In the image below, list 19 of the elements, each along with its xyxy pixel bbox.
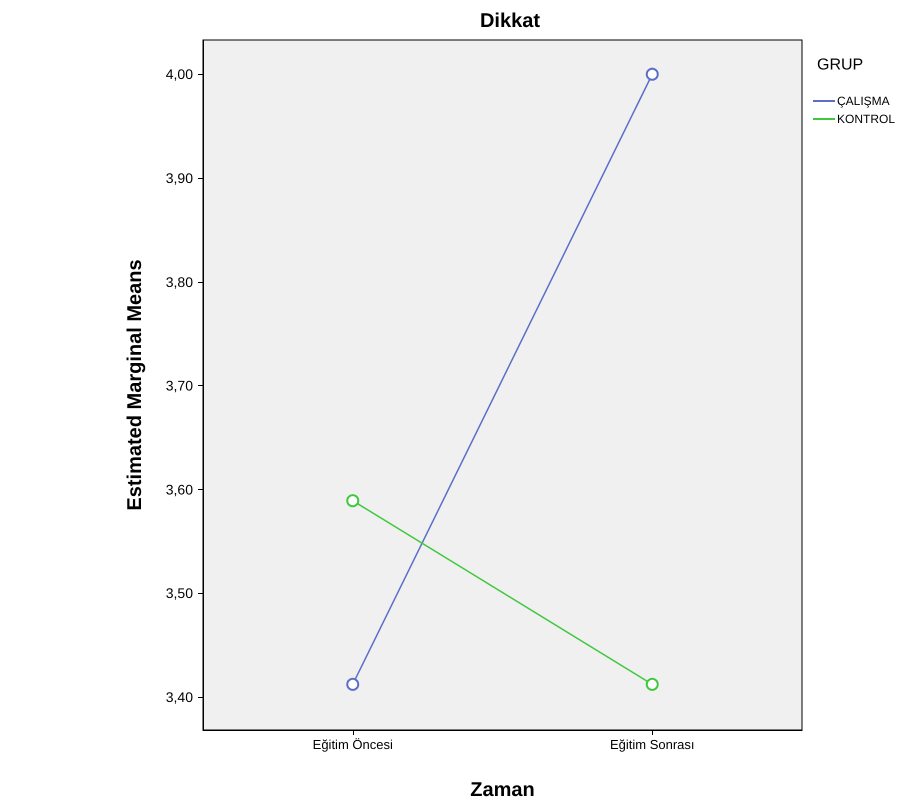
y-tick-label: 3,70 <box>166 378 194 394</box>
y-tick-label: 3,90 <box>166 170 194 186</box>
y-tick-label: 4,00 <box>166 66 194 82</box>
y-tick-label: 3,60 <box>166 481 194 498</box>
legend-label: ÇALIŞMA <box>837 94 890 108</box>
y-tick-label: 3,50 <box>166 585 194 602</box>
y-tick-label: 3,80 <box>166 274 194 290</box>
x-tick-label: Eğitim Öncesi <box>312 737 393 752</box>
x-axis-title: Zaman <box>470 779 535 801</box>
y-tick-label: 3,40 <box>166 688 194 705</box>
chart-title: Dikkat <box>480 10 540 32</box>
y-axis-title: Estimated Marginal Means <box>124 259 146 511</box>
point <box>346 678 360 691</box>
legend-label: KONTROL <box>837 112 896 126</box>
point <box>646 68 659 81</box>
point <box>346 494 360 508</box>
x-tick-label: Eğitim Sonrası <box>610 737 695 752</box>
legend-title: GRUP <box>817 56 864 74</box>
point <box>646 678 659 691</box>
